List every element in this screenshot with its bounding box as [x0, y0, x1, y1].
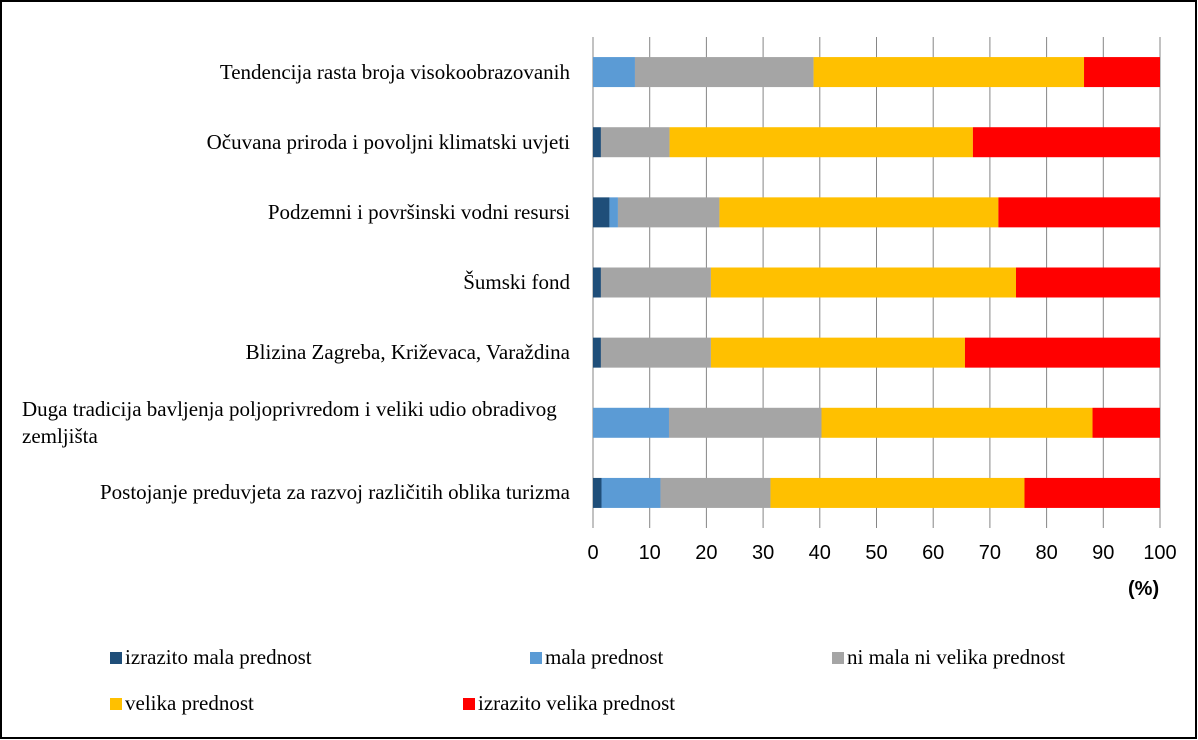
legend-marker [110, 697, 122, 710]
x-axis-label: (%) [1128, 578, 1160, 600]
bar-segment [600, 267, 711, 298]
bar-segment [964, 337, 1160, 368]
bar-segment [770, 477, 1025, 508]
bar-segment [609, 197, 618, 228]
category-label: Podzemni i površinski vodni resursi [20, 179, 570, 245]
bar-segment [601, 477, 661, 508]
x-tick-label: 20 [695, 542, 718, 564]
x-tick-label: 40 [808, 542, 831, 564]
category-text: Šumski fond [463, 270, 570, 294]
bar-segment [600, 127, 670, 158]
x-tick-label: 50 [865, 542, 888, 564]
bar-segment [600, 337, 711, 368]
x-tick-label: 0 [587, 542, 599, 564]
bar-segment [669, 127, 973, 158]
bar-segment [593, 267, 601, 298]
bar-segment [821, 407, 1093, 438]
category-text: Podzemni i površinski vodni resursi [267, 199, 570, 224]
bar-segment [1015, 267, 1160, 298]
x-tick-label: 80 [1035, 542, 1058, 564]
legend-label: velika prednost [125, 691, 254, 715]
category-text: Blizina Zagreba, Križevaca, Varaždina [245, 340, 570, 365]
bar-segment [1084, 57, 1160, 88]
legend-label: mala prednost [545, 645, 664, 669]
bar-segment [660, 477, 771, 508]
bar-segment [593, 197, 610, 228]
bar-segment [593, 477, 602, 508]
category-text: Postojanje preduvjeta za razvoj različit… [100, 480, 570, 505]
x-tick-label: 100 [1143, 542, 1177, 564]
x-tick-label: 30 [751, 542, 775, 564]
bar-segment [634, 57, 814, 88]
bar-segment [617, 197, 720, 228]
category-label: Postojanje preduvjeta za razvoj različit… [20, 460, 570, 526]
bar-segment [710, 267, 1016, 298]
legend-marker [110, 651, 122, 664]
bar-segment [719, 197, 999, 228]
category-text: Duga tradicija bavljenja poljoprivredom … [22, 396, 557, 448]
bar-segment [972, 127, 1160, 158]
legend-item: mala prednost [530, 645, 663, 670]
x-tick-label: 90 [1092, 542, 1115, 564]
legend-marker [832, 651, 844, 664]
legend-item: izrazito mala prednost [110, 645, 312, 670]
bar-segment [998, 197, 1160, 228]
bar-segment [593, 57, 635, 88]
category-label: Tendencija rasta broja visokoobrazovanih [20, 39, 570, 105]
category-label: Šumski fond [20, 250, 570, 316]
x-tick-label: 70 [978, 542, 1002, 564]
legend-item: izrazito velika prednost [463, 691, 675, 716]
legend-item: velika prednost [110, 691, 254, 716]
bar-segment [668, 407, 822, 438]
bar-segment [710, 337, 965, 368]
legend-marker [530, 651, 542, 664]
x-tick-label: 60 [922, 542, 945, 564]
category-label: Blizina Zagreba, Križevaca, Varaždina [20, 320, 570, 386]
bar-segment [593, 337, 601, 368]
legend-marker [463, 697, 475, 710]
legend-label: ni mala ni velika prednost [847, 645, 1066, 669]
category-text: Tendencija rasta broja visokoobrazovanih [219, 59, 570, 84]
legend-item: ni mala ni velika prednost [832, 645, 1065, 670]
legend-label: izrazito velika prednost [478, 691, 676, 715]
bar-segment [593, 127, 601, 158]
category-label: Duga tradicija bavljenja poljoprivredom … [20, 390, 570, 456]
x-tick-label: 10 [638, 542, 661, 564]
bar-segment [1092, 407, 1160, 438]
legend-label: izrazito mala prednost [125, 645, 312, 669]
bar-segment [813, 57, 1085, 88]
bar-segment [593, 407, 669, 438]
bar-segment [1024, 477, 1160, 508]
category-text: Očuvana priroda i povoljni klimatski uvj… [206, 129, 570, 154]
category-label: Očuvana priroda i povoljni klimatski uvj… [20, 109, 570, 175]
